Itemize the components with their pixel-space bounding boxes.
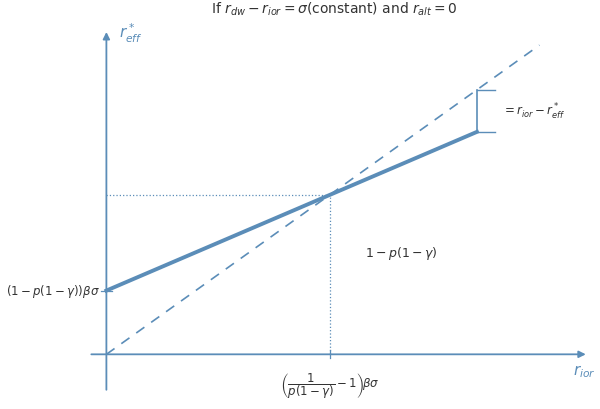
Text: $1-p(1-\gamma)$: $1-p(1-\gamma)$	[365, 244, 438, 261]
Text: $r_{ior}$: $r_{ior}$	[573, 362, 595, 379]
Text: $r_{eff}^*$: $r_{eff}^*$	[119, 22, 143, 45]
Text: If $r_{dw}-r_{ior}=\sigma$(constant) and $r_{alt}=0$: If $r_{dw}-r_{ior}=\sigma$(constant) and…	[211, 1, 457, 18]
Text: $(1-p(1-\gamma))\beta\sigma$: $(1-p(1-\gamma))\beta\sigma$	[6, 282, 100, 299]
Text: $=r_{ior}-r_{eff}^*$: $=r_{ior}-r_{eff}^*$	[502, 101, 565, 121]
Text: $\left(\dfrac{1}{p(1-\gamma)}-1\right)\!\beta\sigma$: $\left(\dfrac{1}{p(1-\gamma)}-1\right)\!…	[280, 371, 379, 400]
